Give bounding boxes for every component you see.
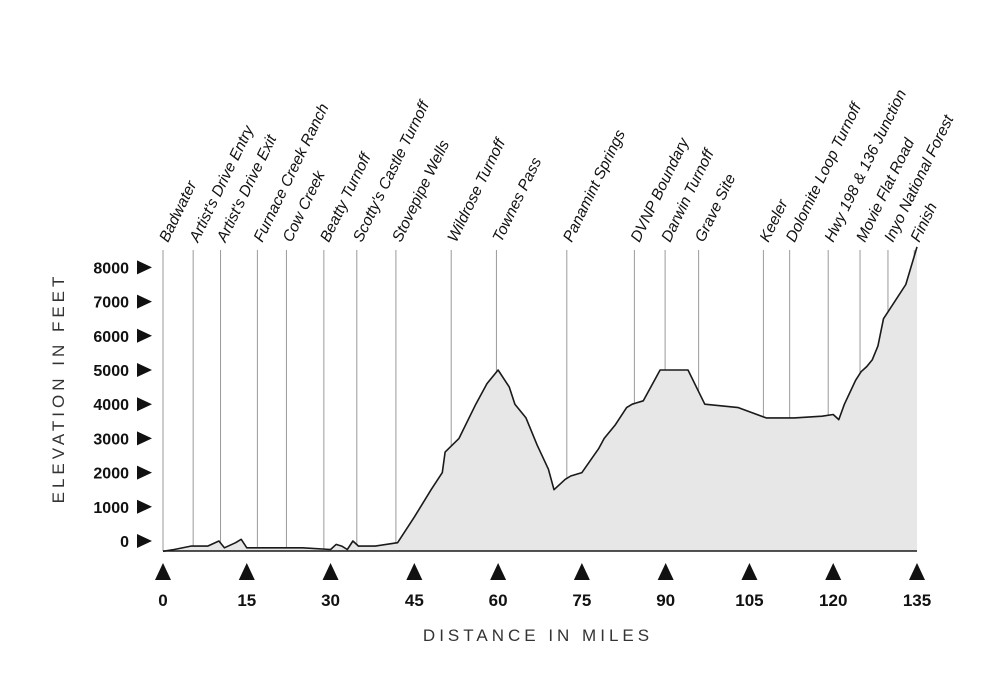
x-tick-arrow-icon	[825, 563, 842, 580]
x-tick-label: 30	[321, 591, 340, 610]
x-tick-label: 90	[656, 591, 675, 610]
y-tick-label: 2000	[93, 466, 129, 483]
x-tick-arrow-icon	[657, 563, 674, 580]
y-tick-arrow-icon	[137, 431, 152, 446]
x-tick-arrow-icon	[909, 563, 925, 580]
y-tick-arrow-icon	[137, 294, 152, 309]
x-tick-label: 120	[819, 591, 847, 610]
y-tick-label: 0	[120, 534, 129, 551]
x-tick-label: 15	[237, 591, 256, 610]
y-tick-arrow-icon	[137, 534, 152, 548]
y-tick-label: 6000	[93, 329, 129, 346]
x-tick-arrow-icon	[238, 563, 255, 580]
y-tick-label: 7000	[93, 295, 129, 312]
y-tick-label: 1000	[93, 500, 129, 517]
elevation-fill	[163, 246, 917, 552]
landmark-label: Townes Pass	[490, 155, 546, 245]
x-tick-label: 75	[572, 591, 591, 610]
x-tick-label: 135	[903, 591, 931, 610]
y-tick-arrow-icon	[137, 260, 152, 275]
y-tick-arrow-icon	[137, 499, 152, 514]
y-tick-arrow-icon	[137, 363, 152, 377]
x-tick-label: 0	[158, 591, 167, 610]
y-tick-label: 4000	[93, 397, 129, 414]
y-tick-label: 8000	[93, 260, 129, 277]
x-tick-label: 105	[735, 591, 763, 610]
x-tick-arrow-icon	[406, 563, 423, 580]
landmark-label: Panamint Springs	[560, 127, 629, 245]
elevation-line	[162, 246, 918, 553]
x-tick-arrow-icon	[741, 563, 758, 580]
elevation-area	[162, 246, 918, 553]
x-tick-label: 60	[489, 591, 508, 610]
x-axis: 0 15 30 45 60 75 90 105 120 135	[155, 563, 931, 610]
y-tick-arrow-icon	[137, 328, 152, 343]
y-tick-arrow-icon	[137, 465, 152, 480]
y-tick-label: 5000	[93, 363, 129, 380]
x-tick-arrow-icon	[573, 563, 590, 580]
y-axis: 0 1000 2000 3000 4000 5000 6000 7000 8000	[93, 260, 152, 551]
x-axis-title: DISTANCE IN MILES	[423, 626, 653, 645]
x-tick-arrow-icon	[155, 563, 171, 580]
y-tick-arrow-icon	[137, 397, 152, 412]
x-tick-arrow-icon	[490, 563, 507, 580]
y-axis-title: ELEVATION IN FEET	[49, 273, 68, 504]
y-tick-label: 3000	[93, 431, 129, 448]
x-tick-label: 45	[405, 591, 424, 610]
x-tick-arrow-icon	[322, 563, 339, 580]
